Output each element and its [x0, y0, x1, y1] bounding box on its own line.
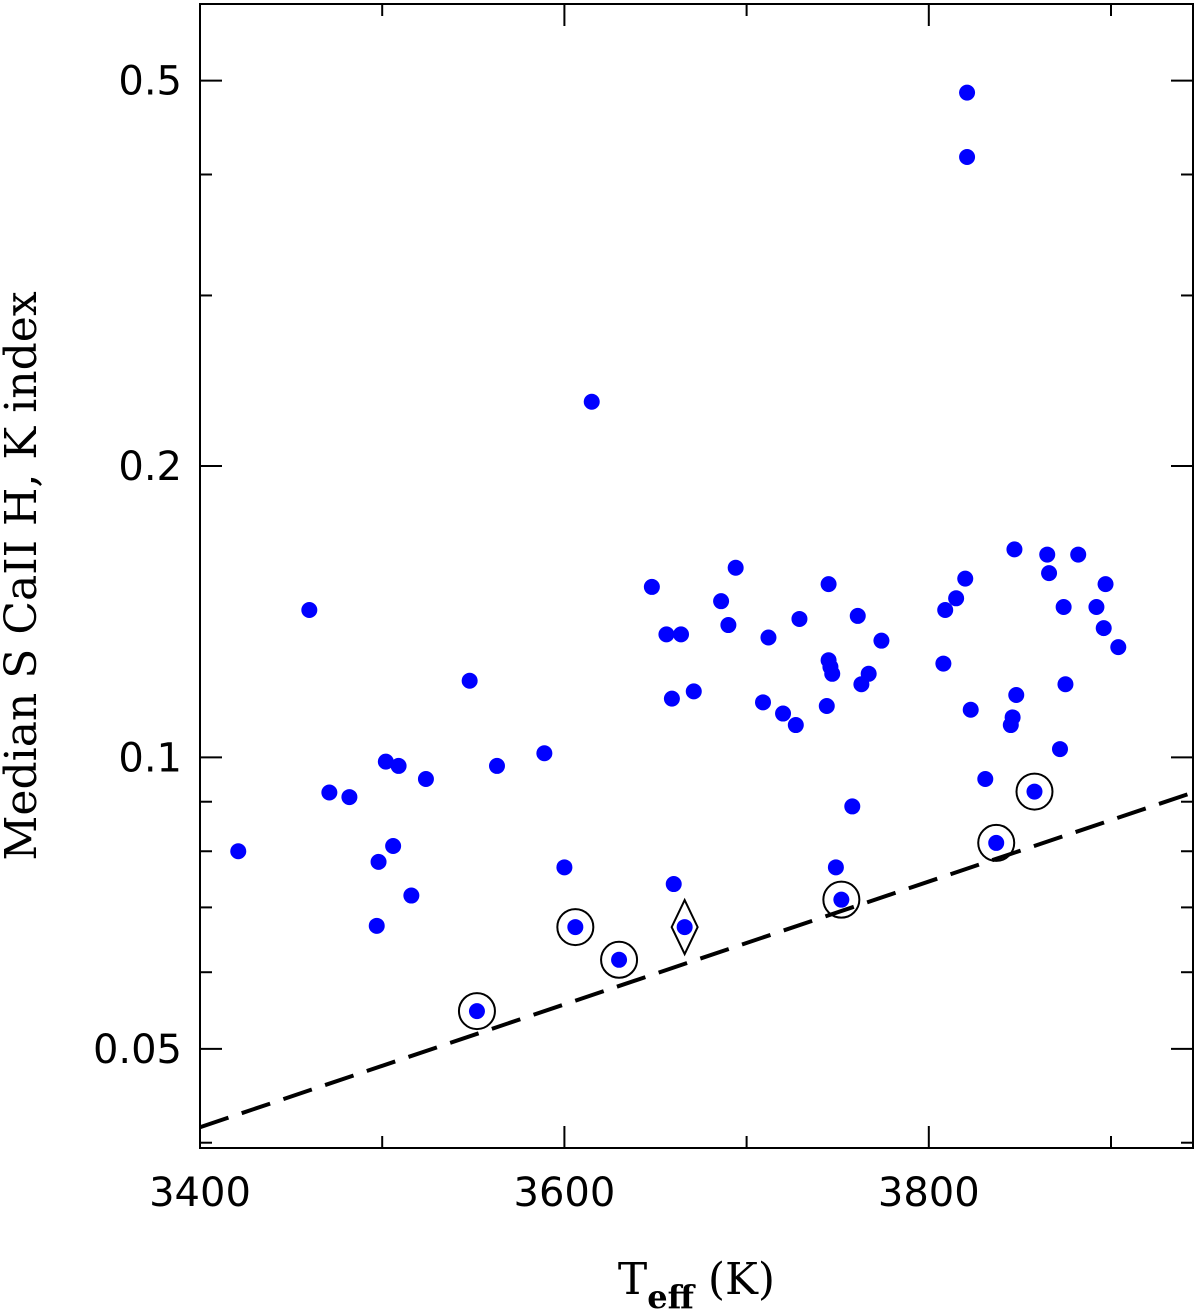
- highlight-ring: [1015, 772, 1054, 811]
- data-point: [1051, 741, 1068, 758]
- data-point: [1088, 599, 1105, 616]
- x-tick-label: 3600: [514, 1170, 616, 1216]
- data-point: [791, 610, 808, 627]
- highlight-ring: [556, 908, 595, 947]
- data-point: [959, 84, 976, 101]
- x-axis-title-subscript: eff: [647, 1278, 695, 1314]
- data-point: [977, 770, 994, 787]
- data-point: [1055, 599, 1072, 616]
- data-point: [713, 593, 730, 610]
- x-axis-title-unit: (K): [694, 1254, 775, 1305]
- data-point: [1008, 687, 1025, 704]
- data-point: [1041, 565, 1058, 582]
- data-point: [1004, 709, 1021, 726]
- data-point: [1026, 783, 1043, 800]
- highlight-diamond: [670, 897, 699, 957]
- data-point: [370, 853, 387, 870]
- data-point: [611, 951, 628, 968]
- y-tick-label: 0.05: [93, 1027, 182, 1073]
- data-point: [1057, 676, 1074, 693]
- x-axis-title-symbol: T: [618, 1254, 647, 1305]
- data-point: [468, 1003, 485, 1020]
- data-point: [341, 789, 358, 806]
- data-point: [849, 607, 866, 624]
- data-point: [663, 690, 680, 707]
- data-point: [385, 838, 402, 855]
- y-tick-label: 0.2: [118, 444, 182, 490]
- data-point: [727, 559, 744, 576]
- data-point: [685, 683, 702, 700]
- data-points: [230, 84, 1127, 1031]
- data-point: [417, 770, 434, 787]
- data-point: [673, 626, 690, 643]
- data-point: [820, 576, 837, 593]
- y-tick-label: 0.1: [118, 735, 182, 781]
- data-point: [368, 917, 385, 934]
- data-point: [860, 665, 877, 682]
- data-point: [536, 745, 553, 762]
- highlight-ring: [977, 823, 1016, 862]
- data-point: [658, 626, 675, 643]
- data-point: [583, 393, 600, 410]
- data-point: [787, 717, 804, 734]
- highlight-ring: [600, 940, 639, 979]
- data-point: [1110, 639, 1127, 656]
- data-point: [988, 834, 1005, 851]
- data-point: [390, 757, 407, 774]
- data-point: [873, 632, 890, 649]
- data-point: [567, 919, 584, 936]
- data-point: [1039, 546, 1056, 563]
- data-point: [1006, 541, 1023, 558]
- data-point: [230, 843, 247, 860]
- data-point: [844, 798, 861, 815]
- data-point: [760, 629, 777, 646]
- data-point: [403, 887, 420, 904]
- plot-frame: [199, 3, 1194, 1149]
- reference-line: [199, 790, 1194, 1130]
- data-point: [962, 701, 979, 718]
- data-point: [824, 665, 841, 682]
- data-point: [321, 784, 338, 801]
- data-point: [488, 757, 505, 774]
- data-point: [461, 672, 478, 689]
- data-point: [556, 859, 573, 876]
- data-point: [301, 601, 318, 618]
- x-axis-title: Teff (K): [618, 1254, 775, 1314]
- y-axis-title: Median S CaII H, K index: [0, 291, 47, 860]
- y-tick-label: 0.5: [118, 59, 182, 105]
- reference-line-group: [199, 790, 1194, 1130]
- data-point: [935, 655, 952, 672]
- axis-tick-labels: 3400 3600 3800 0.05 0.1 0.2 0.5: [93, 59, 980, 1216]
- highlight-ring: [822, 880, 861, 919]
- axis-ticks: [199, 4, 1193, 1148]
- highlight-ring: [457, 992, 496, 1031]
- data-point: [720, 617, 737, 634]
- data-point: [1095, 620, 1112, 637]
- plot-area: [199, 3, 1194, 1149]
- data-point: [957, 570, 974, 587]
- data-point: [755, 694, 772, 711]
- data-point: [948, 590, 965, 607]
- data-point: [1097, 576, 1114, 593]
- x-tick-label: 3800: [878, 1170, 980, 1216]
- data-point: [665, 876, 682, 893]
- data-point: [377, 753, 394, 770]
- x-tick-label: 3400: [149, 1170, 251, 1216]
- data-point: [937, 601, 954, 618]
- data-point: [959, 148, 976, 165]
- data-point: [643, 578, 660, 595]
- data-point: [818, 698, 835, 715]
- data-point: [827, 859, 844, 876]
- data-point: [833, 891, 850, 908]
- data-point: [775, 705, 792, 722]
- data-point: [676, 919, 693, 936]
- data-point: [1070, 546, 1087, 563]
